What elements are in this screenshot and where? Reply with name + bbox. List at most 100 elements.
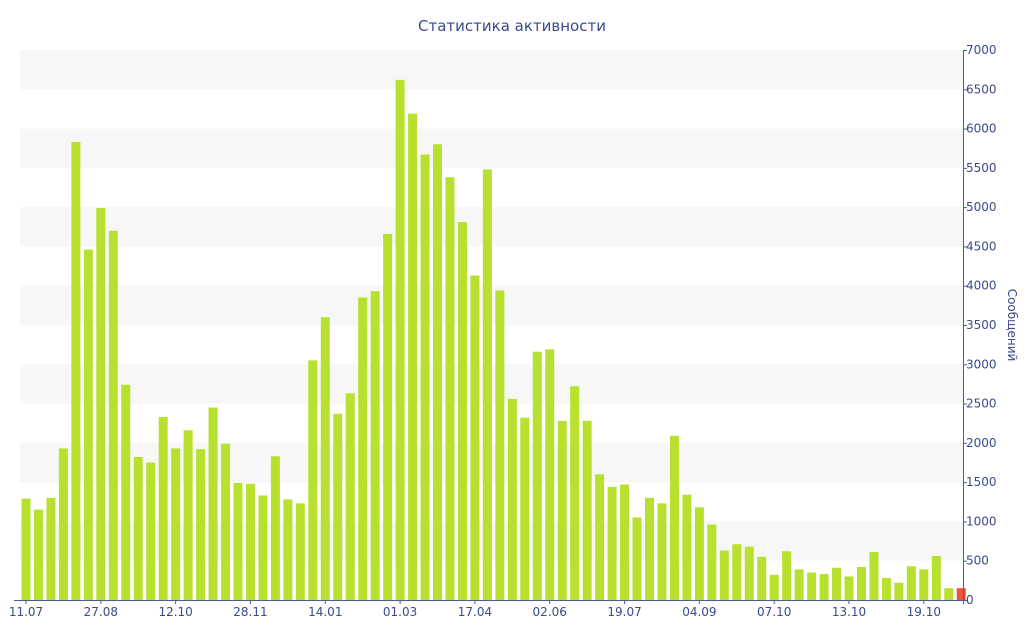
y-tick-labels: 0 500 1000 1500 2000 2500 3000 3500 4000 4500 5000… bbox=[966, 43, 997, 607]
bar bbox=[782, 551, 792, 600]
y-tick-label: 7000 bbox=[966, 43, 997, 57]
bar bbox=[58, 448, 68, 600]
axes bbox=[14, 50, 967, 604]
bar bbox=[146, 462, 156, 600]
x-tick-label: 14.01 bbox=[308, 605, 342, 619]
bar bbox=[520, 417, 530, 600]
bar bbox=[345, 393, 355, 600]
bar bbox=[295, 503, 305, 600]
y-tick-label: 3000 bbox=[966, 357, 997, 371]
bar bbox=[931, 556, 941, 600]
y-tick-label: 4000 bbox=[966, 279, 997, 293]
bar bbox=[869, 552, 879, 600]
bar bbox=[108, 230, 118, 600]
bar bbox=[944, 588, 954, 600]
y-tick-label: 4500 bbox=[966, 239, 997, 253]
bar bbox=[445, 177, 455, 601]
chart-title: Статистика активности bbox=[418, 17, 606, 35]
x-tick-label: 27.08 bbox=[84, 605, 118, 619]
bar bbox=[221, 443, 231, 600]
x-tick-label: 17.04 bbox=[458, 605, 492, 619]
bar bbox=[270, 456, 280, 600]
x-tick-label: 12.10 bbox=[158, 605, 192, 619]
bar bbox=[507, 398, 517, 600]
bar bbox=[183, 430, 193, 600]
bar bbox=[906, 566, 916, 600]
y-tick-label: 5500 bbox=[966, 161, 997, 175]
bar bbox=[582, 420, 592, 600]
bar bbox=[133, 457, 143, 600]
bar bbox=[171, 448, 181, 600]
x-tick-label: 19.07 bbox=[607, 605, 641, 619]
y-tick-label: 5000 bbox=[966, 200, 997, 214]
x-tick-labels: 11.07 27.08 12.10 28.11 14.01 01.03 17.04 02.06… bbox=[9, 605, 941, 619]
bar bbox=[457, 222, 467, 600]
bar bbox=[894, 582, 904, 600]
bar bbox=[607, 486, 617, 600]
bar bbox=[358, 297, 368, 600]
bar bbox=[694, 507, 704, 600]
y-tick-label: 0 bbox=[966, 593, 974, 607]
bar bbox=[495, 290, 505, 600]
x-tick-label: 13.10 bbox=[832, 605, 866, 619]
bar bbox=[283, 499, 293, 600]
bar bbox=[196, 449, 206, 600]
bar bbox=[807, 572, 817, 600]
y-tick-label: 3500 bbox=[966, 318, 997, 332]
bar bbox=[96, 207, 106, 600]
bar bbox=[794, 569, 804, 600]
bar bbox=[482, 169, 492, 600]
bar bbox=[383, 233, 393, 601]
bar bbox=[408, 113, 418, 600]
x-tick-label: 04.09 bbox=[682, 605, 716, 619]
bar bbox=[21, 498, 31, 600]
bar bbox=[333, 413, 343, 600]
x-tick-label: 02.06 bbox=[533, 605, 567, 619]
grid-band bbox=[20, 50, 963, 90]
bar bbox=[233, 482, 243, 600]
y-tick-label: 6000 bbox=[966, 122, 997, 136]
bar bbox=[669, 435, 679, 600]
bar bbox=[769, 574, 779, 600]
bar bbox=[46, 497, 56, 600]
bar bbox=[121, 384, 131, 600]
bar bbox=[856, 567, 866, 600]
bar bbox=[620, 484, 630, 600]
bar bbox=[71, 141, 81, 600]
y-tick-label: 1500 bbox=[966, 475, 997, 489]
bar bbox=[595, 474, 605, 600]
y-tick-label: 2000 bbox=[966, 436, 997, 450]
x-tick-label: 28.11 bbox=[233, 605, 267, 619]
bar bbox=[545, 349, 555, 600]
bar bbox=[433, 144, 443, 601]
bar bbox=[657, 503, 667, 600]
bar bbox=[682, 494, 692, 600]
bar bbox=[420, 154, 430, 600]
bar bbox=[320, 317, 330, 600]
y-tick-label: 1000 bbox=[966, 514, 997, 528]
bar bbox=[844, 576, 854, 600]
bar bbox=[258, 495, 268, 600]
bar bbox=[707, 524, 717, 600]
bar bbox=[632, 517, 642, 600]
x-tick-label: 19.10 bbox=[907, 605, 941, 619]
bar bbox=[395, 79, 405, 601]
bar bbox=[570, 386, 580, 600]
bar bbox=[33, 509, 43, 600]
grid-band bbox=[20, 128, 963, 168]
bar bbox=[719, 550, 729, 600]
bar bbox=[645, 497, 654, 600]
x-tick-label: 07.10 bbox=[757, 605, 791, 619]
bar bbox=[956, 588, 966, 600]
bar bbox=[370, 291, 380, 600]
bar bbox=[532, 351, 542, 600]
bar bbox=[83, 249, 93, 600]
bar bbox=[832, 567, 842, 600]
y-tick-label: 2500 bbox=[966, 397, 997, 411]
bar bbox=[757, 556, 767, 600]
bar bbox=[245, 483, 255, 600]
bar bbox=[819, 574, 829, 600]
bar bbox=[308, 360, 318, 600]
bar bbox=[557, 420, 567, 600]
